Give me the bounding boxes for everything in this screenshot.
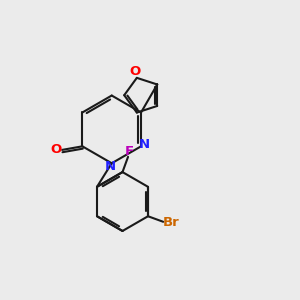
Text: F: F xyxy=(125,145,134,158)
Text: N: N xyxy=(139,138,150,151)
Text: Br: Br xyxy=(163,217,180,230)
Text: N: N xyxy=(105,160,116,173)
Text: O: O xyxy=(130,65,141,79)
Text: O: O xyxy=(50,143,61,156)
